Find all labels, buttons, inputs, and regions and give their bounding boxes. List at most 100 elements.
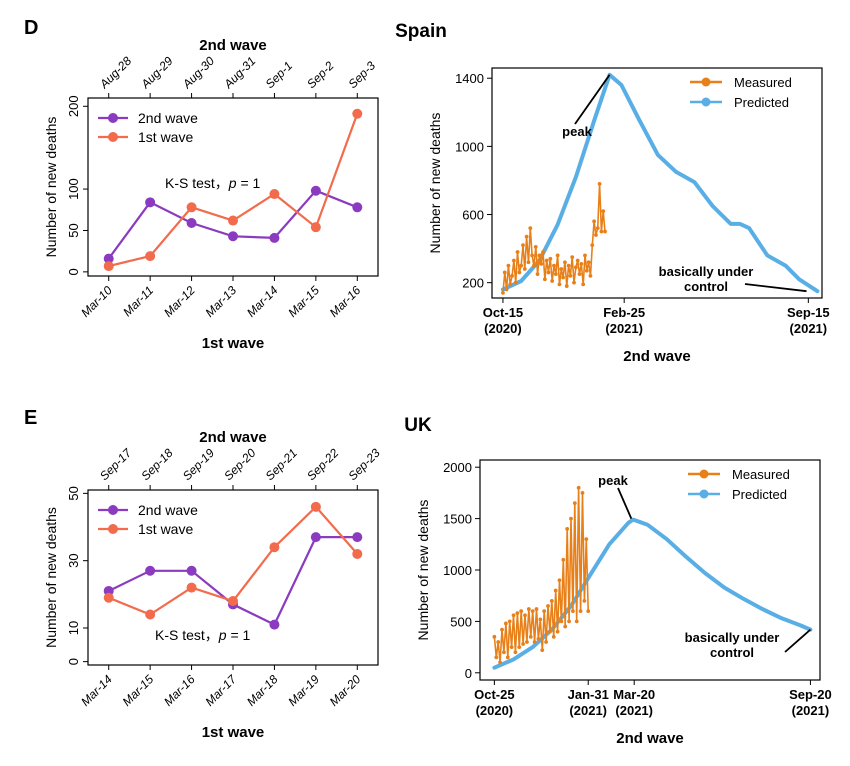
measured-point bbox=[555, 629, 560, 634]
measured-point bbox=[521, 243, 525, 248]
measured-point bbox=[540, 648, 545, 653]
annotation-label: basically under bbox=[659, 264, 754, 279]
measured-point bbox=[557, 282, 562, 287]
measured-point bbox=[582, 598, 587, 603]
measured-point bbox=[532, 263, 536, 268]
data-point bbox=[145, 251, 156, 262]
data-point bbox=[352, 108, 363, 119]
x-tick-label: (2020) bbox=[476, 703, 514, 718]
plot-frame bbox=[491, 67, 823, 299]
measured-point bbox=[517, 270, 522, 275]
legend-label: 1st wave bbox=[138, 129, 193, 145]
data-point bbox=[310, 185, 321, 196]
y-tick-label: 100 bbox=[66, 178, 81, 200]
x-tick-label: Sep-15 bbox=[787, 305, 830, 320]
x-tick-label: (2020) bbox=[484, 321, 522, 336]
measured-point bbox=[564, 284, 569, 288]
top-x-tick-label: Sep-23 bbox=[346, 446, 383, 483]
data-point bbox=[145, 565, 156, 576]
x-tick-label: Mar-11 bbox=[120, 283, 156, 319]
legend-label: 1st wave bbox=[138, 521, 193, 537]
measured-point bbox=[513, 280, 518, 285]
measured-point bbox=[584, 268, 589, 273]
y-tick-label: 10 bbox=[66, 621, 81, 635]
x-tick-label: Mar-16 bbox=[161, 672, 198, 709]
ks-test-prefix: K-S test， bbox=[165, 175, 229, 191]
top-x-tick-label: Sep-21 bbox=[263, 446, 300, 483]
measured-point bbox=[501, 290, 505, 295]
data-point bbox=[269, 619, 280, 630]
measured-point bbox=[597, 181, 602, 186]
measured-point bbox=[503, 621, 508, 626]
measured-point bbox=[538, 617, 543, 622]
measured-point bbox=[561, 275, 566, 280]
measured-point bbox=[559, 267, 564, 271]
annotation-label: peak bbox=[562, 124, 592, 139]
measured-point bbox=[513, 650, 518, 655]
data-point bbox=[269, 232, 280, 243]
y-tick-label: 50 bbox=[66, 486, 81, 500]
top-x-tick-label: Sep-2 bbox=[304, 58, 337, 91]
measured-point bbox=[498, 660, 503, 665]
predicted-line bbox=[492, 517, 813, 670]
y-axis-label: Number of new deaths bbox=[427, 113, 443, 254]
data-point bbox=[228, 596, 238, 607]
x-axis-label: 2nd wave bbox=[623, 348, 691, 365]
measured-point bbox=[521, 642, 525, 646]
data-point bbox=[228, 231, 238, 242]
annotation-label: control bbox=[710, 645, 754, 660]
measured-point bbox=[576, 485, 581, 490]
measured-point bbox=[517, 645, 522, 650]
ks-test-p: p bbox=[228, 175, 237, 191]
data-point bbox=[269, 542, 280, 553]
data-point bbox=[310, 501, 321, 512]
panel-d-country: Spain bbox=[395, 21, 447, 42]
legend-marker bbox=[701, 97, 711, 107]
ks-test-suffix: = 1 bbox=[227, 627, 251, 643]
measured-point bbox=[532, 640, 537, 644]
data-point bbox=[145, 197, 156, 208]
measured-point bbox=[590, 243, 595, 248]
measured-point bbox=[586, 609, 591, 614]
y-axis-label: Number of new deaths bbox=[43, 117, 59, 258]
annotation-leader bbox=[744, 283, 807, 293]
x-tick-label: Sep-20 bbox=[789, 687, 832, 702]
measured-point bbox=[537, 253, 542, 258]
measured-point bbox=[583, 253, 587, 258]
legend-label: Measured bbox=[734, 75, 792, 90]
data-point bbox=[186, 218, 197, 229]
measured-point bbox=[525, 640, 529, 644]
measured-point bbox=[502, 270, 507, 275]
x-axis-label: 2nd wave bbox=[616, 730, 684, 747]
measured-point bbox=[502, 650, 506, 655]
measured-point bbox=[533, 244, 538, 249]
measured-point bbox=[515, 250, 520, 254]
measured-line bbox=[493, 487, 589, 663]
top-x-tick-label: Sep-3 bbox=[346, 58, 379, 91]
ks-test-prefix: K-S test， bbox=[155, 627, 219, 643]
measured-point bbox=[542, 277, 547, 282]
measured-point bbox=[544, 258, 549, 263]
measured-point bbox=[506, 263, 511, 268]
ks-test-p: p bbox=[218, 627, 227, 643]
measured-point bbox=[553, 272, 558, 277]
measured-point bbox=[557, 578, 562, 583]
x-tick-label: (2021) bbox=[790, 321, 828, 336]
data-point bbox=[103, 592, 114, 603]
x-tick-label: (2021) bbox=[605, 321, 643, 336]
measured-point bbox=[588, 273, 593, 278]
measured-point bbox=[566, 263, 571, 268]
measured-point bbox=[594, 233, 598, 237]
measured-point bbox=[601, 209, 606, 214]
data-point bbox=[352, 548, 363, 559]
x-tick-label: Mar-17 bbox=[202, 671, 240, 709]
measured-point bbox=[553, 588, 558, 593]
measured-point bbox=[536, 636, 541, 641]
x-axis-label: 1st wave bbox=[202, 335, 265, 352]
top-x-tick-label: Aug-30 bbox=[179, 54, 217, 92]
data-point bbox=[186, 582, 197, 593]
x-tick-label: Mar-12 bbox=[161, 283, 198, 320]
uk-waves-chart: Mar-14 Mar-15 Mar-16 Mar-17 Mar-18 Mar-19 Mar-… bbox=[43, 429, 383, 741]
predicted-line bbox=[500, 72, 820, 294]
